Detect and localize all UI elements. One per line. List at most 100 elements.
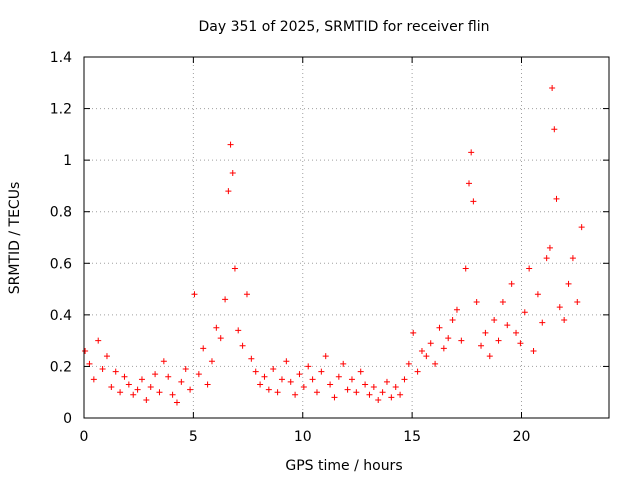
data-point	[445, 335, 452, 342]
data-point	[401, 376, 408, 383]
data-point	[173, 399, 180, 406]
data-point	[274, 389, 281, 396]
data-point	[565, 280, 572, 287]
data-point	[513, 329, 520, 336]
data-point	[90, 376, 97, 383]
data-point	[392, 384, 399, 391]
data-point	[217, 335, 224, 342]
data-point	[305, 363, 312, 370]
data-point	[453, 306, 460, 313]
data-point	[147, 384, 154, 391]
y-tick-label: 0.4	[50, 308, 72, 324]
data-point	[466, 180, 472, 187]
data-point	[82, 347, 89, 354]
data-point	[169, 391, 176, 398]
data-point	[257, 381, 264, 388]
data-point	[551, 126, 558, 133]
data-point	[478, 342, 485, 349]
data-point	[248, 355, 255, 362]
data-point	[227, 141, 234, 148]
data-point	[353, 389, 360, 396]
data-point	[191, 291, 198, 298]
x-tick-label: 15	[403, 429, 421, 445]
data-point	[414, 368, 421, 375]
data-point	[449, 317, 456, 324]
data-point	[578, 224, 585, 231]
data-point	[283, 358, 290, 365]
data-point	[405, 360, 412, 367]
y-tick-label: 0.2	[50, 359, 72, 375]
data-point	[357, 368, 364, 375]
data-point	[383, 378, 390, 385]
data-point	[473, 298, 480, 305]
data-point	[270, 366, 277, 373]
data-point	[397, 391, 404, 398]
data-point	[470, 198, 477, 205]
data-point	[468, 149, 475, 156]
data-point	[121, 373, 128, 380]
data-point	[546, 244, 553, 251]
data-point	[340, 360, 347, 367]
data-point	[239, 342, 246, 349]
data-point	[574, 298, 581, 305]
data-point	[313, 389, 320, 396]
data-point	[318, 368, 325, 375]
data-point	[432, 360, 439, 367]
data-point	[134, 386, 141, 393]
data-point	[99, 366, 106, 373]
data-point	[300, 384, 307, 391]
data-point	[482, 329, 489, 336]
data-point	[539, 319, 546, 326]
data-point	[370, 384, 377, 391]
data-point	[208, 358, 215, 365]
data-point	[499, 298, 506, 305]
data-point	[125, 381, 132, 388]
grid-lines	[84, 57, 609, 418]
data-point	[521, 309, 528, 316]
y-tick-label: 0	[63, 411, 72, 427]
data-point	[440, 345, 447, 352]
data-point	[292, 391, 299, 398]
data-point	[517, 340, 524, 347]
data-point	[553, 195, 560, 202]
y-tick-label: 0.8	[50, 205, 72, 221]
data-points	[82, 84, 585, 406]
data-point	[252, 368, 259, 375]
data-point	[152, 371, 159, 378]
y-tick-label: 1	[63, 153, 72, 169]
data-point	[261, 373, 268, 380]
data-point	[229, 170, 236, 177]
data-point	[549, 84, 556, 91]
data-point	[130, 391, 137, 398]
data-point	[265, 386, 272, 393]
data-point	[225, 188, 232, 195]
data-point	[108, 384, 115, 391]
data-point	[156, 389, 163, 396]
data-point	[309, 376, 316, 383]
data-point	[458, 337, 465, 344]
data-point	[508, 280, 515, 287]
x-tick-label: 20	[513, 429, 531, 445]
data-point	[327, 381, 334, 388]
data-point	[182, 366, 189, 373]
data-point	[486, 353, 493, 360]
plot-frame	[83, 56, 610, 419]
data-point	[530, 347, 537, 354]
data-point	[375, 396, 382, 403]
x-tick-label: 5	[189, 429, 198, 445]
data-point	[462, 265, 469, 272]
data-point	[495, 337, 502, 344]
y-axis-ticks: 0 0.2 0.4 0.6 0.8 1 1.2 1.4	[50, 50, 609, 427]
data-point	[504, 322, 511, 329]
data-point	[379, 389, 386, 396]
x-axis-label: GPS time / hours	[285, 458, 402, 474]
data-point	[561, 317, 568, 324]
data-point	[200, 345, 207, 352]
data-point	[344, 386, 351, 393]
data-point	[165, 373, 172, 380]
x-tick-label: 10	[294, 429, 312, 445]
data-point	[569, 255, 576, 262]
y-axis-label: SRMTID / TECUs	[7, 182, 23, 295]
